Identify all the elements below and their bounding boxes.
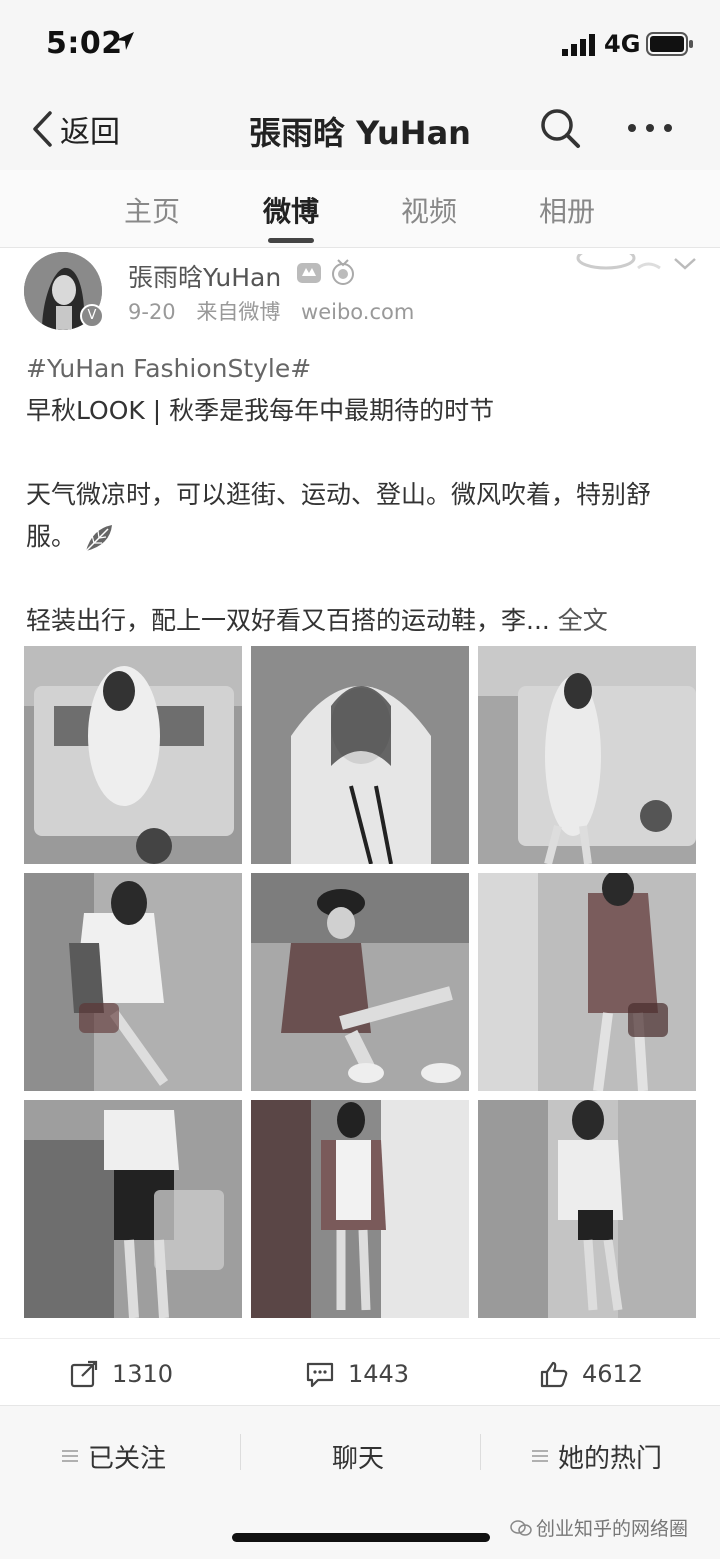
bottom-bar: 已关注 聊天 她的热门 创业知乎的网络圈 bbox=[0, 1405, 720, 1559]
medal-icon bbox=[332, 259, 354, 285]
home-indicator bbox=[232, 1533, 490, 1542]
wechat-icon bbox=[510, 1519, 532, 1536]
search-icon[interactable] bbox=[538, 106, 582, 150]
network-type: 4G bbox=[604, 30, 641, 58]
post-paragraph-text: 轻装出行，配上一双好看又百搭的运动鞋，李... bbox=[26, 606, 550, 635]
repost-count: 1310 bbox=[112, 1360, 174, 1388]
post-photo[interactable] bbox=[24, 646, 242, 864]
chevron-down-icon[interactable] bbox=[672, 254, 698, 274]
tab-videos[interactable]: 视频 bbox=[400, 195, 457, 228]
weibo-post: V 張雨晗YuHan 9-20 来自微博 weibo.com #YuHan Fa… bbox=[0, 248, 720, 1405]
author-name[interactable]: 張雨晗YuHan bbox=[128, 263, 282, 292]
divider bbox=[480, 1434, 481, 1470]
post-photo[interactable] bbox=[251, 1100, 469, 1318]
post-photo[interactable] bbox=[478, 646, 696, 864]
post-line: 早秋LOOK | 秋季是我每年中最期待的时节 bbox=[26, 396, 495, 425]
post-meta: 9-20 来自微博 weibo.com bbox=[128, 296, 428, 326]
watermark-text: 创业知乎的网络圈 bbox=[536, 1518, 689, 1540]
chat-label: 聊天 bbox=[332, 1443, 385, 1474]
watermark: 创业知乎的网络圈 bbox=[510, 1514, 688, 1541]
post-text: #YuHan FashionStyle# 早秋LOOK | 秋季是我每年中最期待… bbox=[26, 348, 698, 642]
repost-button[interactable]: 1310 bbox=[70, 1357, 173, 1391]
post-photo[interactable] bbox=[478, 1100, 696, 1318]
her-hot-button[interactable]: 她的热门 bbox=[532, 1436, 662, 1476]
chevron-left-icon bbox=[33, 111, 52, 147]
divider bbox=[240, 1434, 241, 1470]
tab-bar: 主页 微博 视频 相册 bbox=[0, 170, 720, 248]
post-date: 9-20 bbox=[128, 300, 176, 324]
signal-icon bbox=[562, 34, 595, 56]
tab-weibo[interactable]: 微博 bbox=[262, 195, 319, 228]
full-text-link[interactable]: 全文 bbox=[557, 606, 608, 635]
battery-icon bbox=[646, 32, 693, 56]
following-label: 已关注 bbox=[88, 1443, 167, 1474]
comment-icon bbox=[306, 1362, 334, 1388]
like-button[interactable]: 4612 bbox=[540, 1357, 643, 1391]
leaf-emoji-icon bbox=[85, 525, 113, 552]
post-source-domain: weibo.com bbox=[301, 300, 415, 324]
post-photo[interactable] bbox=[478, 873, 696, 1091]
nav-bar: 返回 張雨晗 YuHan bbox=[0, 90, 720, 170]
post-actions: 1310 1443 4612 bbox=[0, 1338, 720, 1408]
comment-button[interactable]: 1443 bbox=[306, 1357, 409, 1391]
her-hot-label: 她的热门 bbox=[558, 1443, 663, 1474]
post-photo[interactable] bbox=[251, 873, 469, 1091]
back-label: 返回 bbox=[60, 115, 120, 150]
verified-icon: V bbox=[80, 304, 104, 328]
status-bar: 5:02 4G bbox=[0, 0, 720, 90]
chat-button[interactable]: 聊天 bbox=[332, 1436, 384, 1476]
active-tab-indicator bbox=[268, 238, 314, 243]
decoration-icon bbox=[576, 254, 661, 270]
thumbs-up-icon bbox=[540, 1361, 568, 1388]
page-title: 張雨晗 YuHan bbox=[249, 114, 471, 152]
following-button[interactable]: 已关注 bbox=[62, 1436, 166, 1476]
member-badge-icon bbox=[297, 263, 321, 283]
post-photo[interactable] bbox=[24, 1100, 242, 1318]
back-button[interactable]: 返回 bbox=[30, 106, 120, 152]
post-photo[interactable] bbox=[24, 873, 242, 1091]
tab-albums[interactable]: 相册 bbox=[538, 195, 595, 228]
more-icon[interactable] bbox=[626, 116, 674, 140]
like-count: 4612 bbox=[582, 1360, 644, 1388]
post-paragraph-text: 天气微凉时，可以逛街、运动、登山。微风吹着，特别舒服。 bbox=[26, 480, 652, 551]
hashtag-link[interactable]: #YuHan FashionStyle# bbox=[26, 354, 312, 383]
menu-lines-icon bbox=[532, 1450, 548, 1462]
location-arrow-icon bbox=[116, 32, 134, 50]
post-paragraph: 轻装出行，配上一双好看又百搭的运动鞋，李... 全文 bbox=[26, 600, 698, 642]
post-source: 来自微博 bbox=[196, 300, 281, 324]
tab-home[interactable]: 主页 bbox=[123, 195, 180, 228]
post-photo[interactable] bbox=[251, 646, 469, 864]
repost-icon bbox=[70, 1360, 98, 1388]
post-paragraph: 天气微凉时，可以逛街、运动、登山。微风吹着，特别舒服。 bbox=[26, 474, 698, 558]
comment-count: 1443 bbox=[348, 1360, 410, 1388]
photo-grid bbox=[24, 646, 696, 1318]
status-time: 5:02 bbox=[46, 26, 123, 61]
menu-lines-icon bbox=[62, 1450, 78, 1462]
